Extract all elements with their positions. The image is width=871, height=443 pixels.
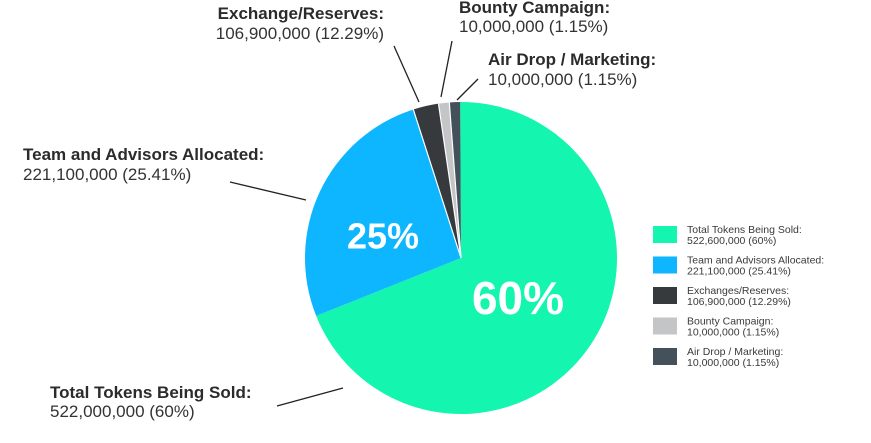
callout-labels: Total Tokens Being Sold:522,000,000 (60%… (23, 0, 656, 421)
legend-label: Team and Advisors Allocated: (687, 255, 824, 267)
inner-percent-team-advisors: 25% (347, 216, 419, 257)
legend-value: 221,100,000 (25.41%) (687, 266, 791, 278)
legend-value: 522,600,000 (60%) (687, 235, 776, 247)
legend-label: Air Drop / Marketing: (687, 346, 783, 358)
leader-line-exchange-reserves (393, 45, 420, 103)
legend-item-team-advisors: Team and Advisors Allocated:221,100,000 … (653, 255, 824, 278)
legend-swatch (653, 348, 677, 365)
leader-line-total-tokens (276, 387, 344, 407)
leader-line-air-drop-marketing (456, 78, 479, 101)
legend-item-air-drop-marketing: Air Drop / Marketing:10,000,000 (1.15%) (653, 346, 783, 369)
callout-label-total-tokens: Total Tokens Being Sold: (50, 383, 252, 402)
legend-value: 10,000,000 (1.15%) (687, 357, 779, 369)
callout-value-bounty-campaign: 10,000,000 (1.15%) (459, 17, 608, 36)
legend-value: 10,000,000 (1.15%) (687, 327, 779, 339)
callout-label-air-drop-marketing: Air Drop / Marketing: (488, 50, 656, 69)
slice-separator (448, 102, 462, 259)
callout-value-team-advisors: 221,100,000 (25.41%) (23, 165, 191, 184)
legend-label: Bounty Campaign: (687, 316, 773, 328)
callout-label-exchange-reserves: Exchange/Reserves: (218, 4, 384, 23)
leader-line-team-advisors (229, 181, 307, 201)
leader-line-bounty-campaign (440, 40, 453, 98)
callout-value-air-drop-marketing: 10,000,000 (1.15%) (488, 70, 637, 89)
legend-swatch (653, 317, 677, 335)
pie-inner-labels: 60% 25% (347, 216, 564, 325)
legend-item-bounty-campaign: Bounty Campaign:10,000,000 (1.15%) (653, 316, 779, 339)
slice-separator (412, 109, 462, 259)
callout-label-team-advisors: Team and Advisors Allocated: (23, 145, 264, 164)
callout-value-total-tokens: 522,000,000 (60%) (50, 402, 195, 421)
inner-percent-total-tokens: 60% (472, 272, 564, 324)
legend-label: Total Tokens Being Sold: (687, 224, 802, 236)
callout-label-bounty-campaign: Bounty Campaign: (459, 0, 610, 17)
pie-slice-total-tokens (316, 101, 618, 414)
pie-slice-team-advisors (305, 109, 461, 316)
legend-label: Exchanges/Reserves: (687, 285, 789, 297)
legend-item-total-tokens: Total Tokens Being Sold:522,600,000 (60%… (653, 224, 802, 247)
slice-separator (437, 103, 462, 259)
callout-leader-lines (229, 40, 479, 407)
pie-slices (305, 101, 618, 414)
legend-swatch (653, 256, 677, 274)
legend-value: 106,900,000 (12.29%) (687, 296, 791, 308)
legend-swatch (653, 226, 677, 243)
legend-item-exchange-reserves: Exchanges/Reserves:106,900,000 (12.29%) (653, 285, 791, 308)
legend-swatch (653, 287, 677, 304)
callout-value-exchange-reserves: 106,900,000 (12.29%) (216, 24, 384, 43)
legend: Total Tokens Being Sold:522,600,000 (60%… (653, 224, 824, 369)
